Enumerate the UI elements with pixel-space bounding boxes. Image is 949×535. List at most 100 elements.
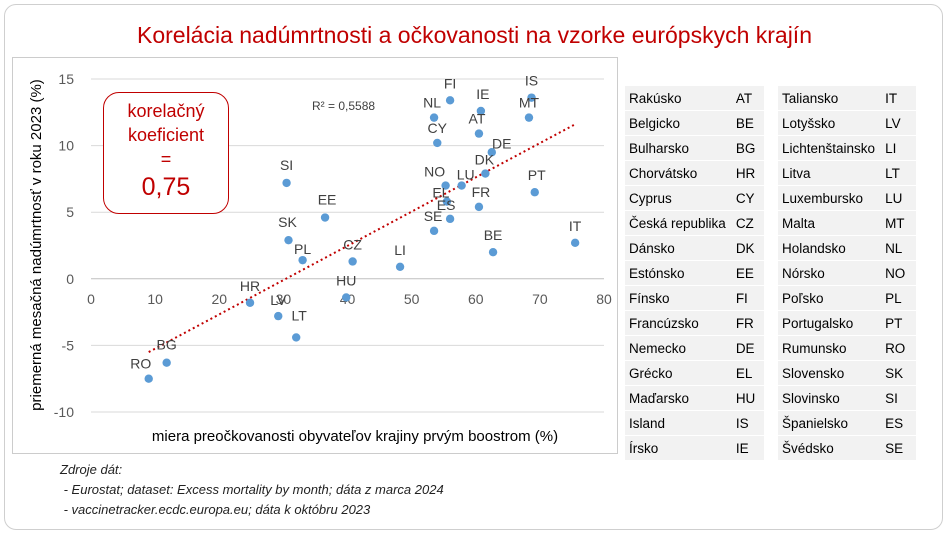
data-point [320, 213, 330, 222]
country-name: Španielsko [778, 411, 880, 435]
country-row: Írsko IE [625, 436, 764, 460]
data-label: NO [424, 164, 445, 180]
country-name: Švédsko [778, 436, 880, 460]
correlation-line2: koeficient [127, 125, 205, 145]
country-row: Belgicko BE [625, 111, 764, 135]
country-name: Portugalsko [778, 311, 880, 335]
country-name: Maďarsko [625, 386, 730, 410]
country-code: FI [729, 286, 764, 310]
data-label: CY [428, 120, 448, 136]
data-point [144, 374, 153, 383]
country-code: FR [729, 311, 764, 335]
correlation-line1: korelačný [127, 101, 205, 121]
source-line: - Eurostat; dataset: Excess mortality by… [60, 482, 444, 497]
data-point [292, 333, 301, 342]
sources-heading: Zdroje dát: [60, 462, 123, 477]
data-point [445, 214, 455, 224]
data-label: BE [484, 227, 503, 243]
country-code: DE [729, 336, 764, 360]
country-name: Francúzsko [625, 311, 730, 335]
country-code: NL [879, 236, 917, 260]
country-table-right: Taliansko IT Lotyšsko LV Lichtenštainsko LI Li… [778, 85, 917, 461]
country-code: SI [879, 386, 917, 410]
data-label: FI [444, 75, 456, 91]
country-code: IE [729, 436, 764, 460]
country-row: Holandsko NL [778, 236, 917, 260]
country-row: Česká republika CZ [625, 211, 764, 235]
country-code: EL [729, 361, 764, 385]
correlation-value: 0,75 [141, 173, 191, 201]
country-name: Nórsko [778, 261, 880, 285]
country-row: Dánsko DK [625, 236, 764, 260]
country-name: Malta [778, 211, 880, 235]
x-tick-label: 60 [468, 291, 484, 307]
data-label: IT [569, 218, 582, 234]
data-label: EL [432, 185, 449, 201]
data-label: HR [240, 278, 260, 294]
country-code: LU [879, 186, 917, 210]
data-point [429, 113, 439, 122]
country-name: Luxembursko [778, 186, 880, 210]
data-label: AT [469, 111, 486, 127]
country-code: LT [879, 161, 917, 185]
y-tick-label: -5 [62, 337, 75, 353]
x-tick-label: 50 [404, 291, 420, 307]
data-label: LI [394, 242, 406, 258]
country-row: Francúzsko FR [625, 311, 764, 335]
country-name: Island [625, 411, 730, 435]
country-name: Česká republika [625, 211, 730, 235]
x-tick-label: 10 [147, 291, 163, 307]
country-name: Belgicko [625, 111, 730, 135]
country-row: Slovinsko SI [778, 386, 917, 410]
data-label: DE [492, 135, 511, 151]
data-point [441, 181, 450, 190]
data-label: CZ [343, 236, 362, 252]
data-label: DK [475, 152, 495, 168]
country-row: Rumunsko RO [778, 336, 917, 360]
country-name: Litva [778, 161, 880, 185]
data-label: IE [476, 86, 489, 102]
country-name: Bulharsko [625, 136, 730, 160]
country-name: Fínsko [625, 286, 730, 310]
country-row: Nórsko NO [778, 261, 917, 285]
country-code: ES [879, 411, 917, 435]
y-axis-title: priemerná mesačná nadúmrtnosť v roku 202… [28, 79, 45, 411]
data-label: SE [424, 208, 443, 224]
data-point [445, 96, 455, 105]
data-point [442, 197, 452, 206]
data-label: NL [423, 95, 441, 111]
data-label: MT [519, 95, 540, 111]
country-name: Nemecko [625, 336, 730, 360]
data-label: LT [292, 307, 308, 323]
data-point [524, 113, 534, 122]
country-code: RO [879, 336, 917, 360]
country-code: CZ [729, 211, 764, 235]
country-row: Lotyšsko LV [778, 111, 917, 135]
data-point [298, 255, 307, 265]
country-row: Bulharsko BG [625, 136, 764, 160]
data-point [342, 293, 351, 302]
data-point [284, 235, 293, 245]
data-point [570, 238, 580, 248]
country-row: Poľsko PL [778, 286, 917, 310]
country-name: Chorvátsko [625, 161, 730, 185]
chart-area [12, 57, 618, 454]
country-code: BE [729, 111, 764, 135]
data-point [429, 226, 439, 236]
data-point [274, 311, 283, 321]
data-label: SK [278, 214, 297, 230]
data-point [488, 247, 498, 257]
data-label: FR [472, 184, 491, 200]
country-name: Cyprus [625, 186, 730, 210]
sources-note: Zdroje dát: - Eurostat; dataset: Excess … [60, 460, 444, 520]
country-row: Malta MT [778, 211, 917, 235]
country-table-left: Rakúsko AT Belgicko BE Bulharsko BG Chorvátsko… [625, 85, 764, 461]
correlation-box: korelačný koeficient = 0,75 [103, 92, 229, 214]
country-row: Nemecko DE [625, 336, 764, 360]
country-row: Maďarsko HU [625, 386, 764, 410]
country-code: SK [879, 361, 917, 385]
x-tick-label: 30 [276, 291, 292, 307]
country-code: IT [879, 86, 917, 110]
country-row: Rakúsko AT [625, 86, 764, 110]
data-label: PT [528, 167, 546, 183]
